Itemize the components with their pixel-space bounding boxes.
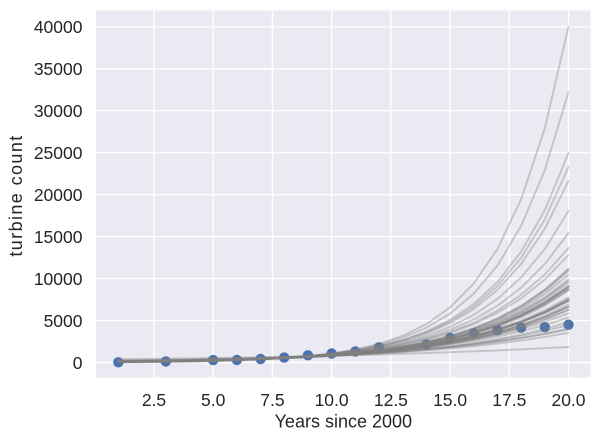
svg-text:20000: 20000 (34, 185, 83, 205)
svg-text:7.5: 7.5 (260, 390, 284, 410)
svg-text:17.5: 17.5 (492, 390, 526, 410)
svg-text:0: 0 (73, 353, 83, 373)
svg-text:35000: 35000 (34, 59, 83, 79)
svg-text:2.5: 2.5 (142, 390, 166, 410)
svg-text:12.5: 12.5 (374, 390, 408, 410)
svg-text:10.0: 10.0 (315, 390, 349, 410)
svg-text:5000: 5000 (44, 311, 83, 331)
svg-text:5.0: 5.0 (201, 390, 226, 410)
svg-text:15.0: 15.0 (433, 390, 467, 410)
svg-text:20.0: 20.0 (551, 390, 585, 410)
svg-text:15000: 15000 (34, 227, 83, 247)
svg-text:10000: 10000 (34, 269, 83, 289)
svg-text:Years since 2000: Years since 2000 (275, 412, 412, 432)
svg-text:25000: 25000 (34, 143, 83, 163)
svg-text:30000: 30000 (34, 101, 83, 121)
svg-text:turbine count: turbine count (6, 134, 26, 256)
svg-text:40000: 40000 (34, 17, 83, 37)
